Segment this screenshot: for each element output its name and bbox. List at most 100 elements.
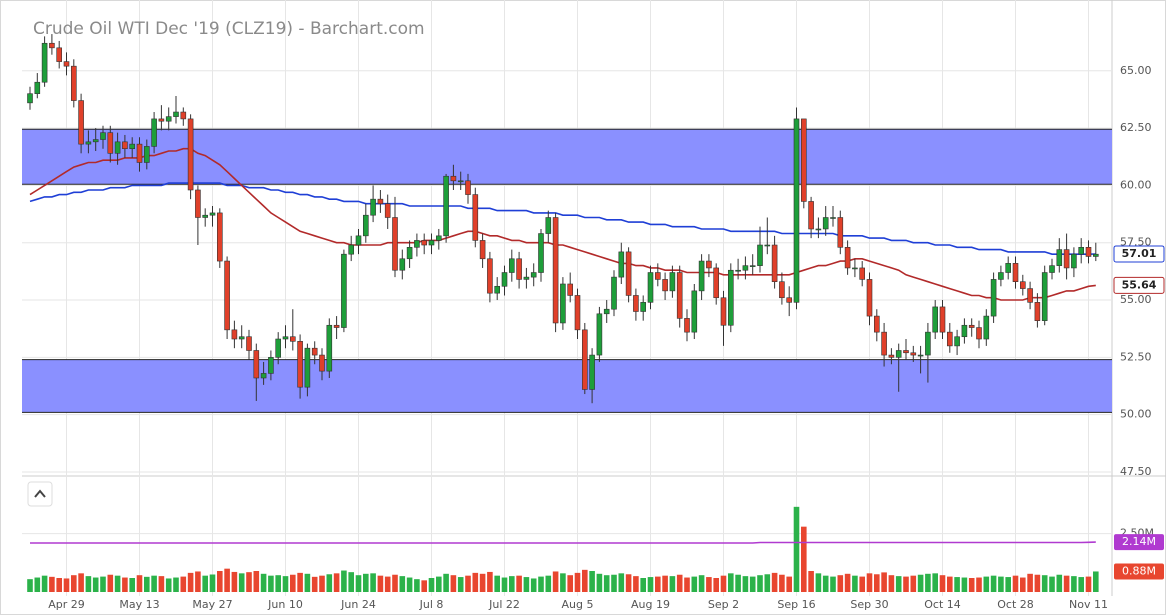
volume-bar [450, 575, 457, 592]
volume-bar [129, 578, 135, 592]
candle-body [983, 315, 990, 340]
volume-bar [1056, 574, 1063, 592]
volume-bar [786, 576, 792, 592]
volume-bar [384, 576, 391, 592]
price-label-box [1113, 245, 1165, 263]
volume-bar [443, 573, 449, 592]
volume-label: 0.88M [1122, 564, 1156, 577]
volume-bar [793, 506, 800, 592]
candle-body [450, 175, 457, 182]
volume-label-box [1114, 563, 1164, 580]
volume-bar [947, 576, 953, 592]
volume-bar [910, 575, 917, 592]
candle-body [1085, 247, 1092, 257]
volume-bar [625, 574, 632, 592]
candle-body [727, 269, 734, 326]
volume-bar [1093, 571, 1099, 592]
candle-body [742, 265, 749, 271]
volume-bar [720, 575, 727, 592]
candle-body [304, 347, 311, 388]
volume-bar [808, 571, 814, 592]
candle-body [173, 111, 179, 117]
volume-bar [297, 572, 303, 592]
x-tick-label: Aug 5 [562, 598, 594, 611]
volume-bar [640, 578, 646, 592]
candle-body [910, 352, 917, 356]
volume-bar [523, 577, 530, 592]
volume-bar [202, 575, 208, 592]
volume-bar [917, 574, 924, 592]
candle-body [487, 258, 493, 294]
candle-body [406, 247, 413, 260]
volume-bar [165, 578, 172, 592]
volume-bar [1041, 575, 1048, 592]
x-tick-label: May 27 [192, 598, 232, 611]
volume-bar [706, 577, 712, 592]
volume-bar [355, 575, 362, 592]
volume-bar [647, 577, 654, 592]
candle-body [640, 302, 647, 312]
volume-bar [428, 578, 435, 592]
candle-body [618, 251, 625, 278]
candle-body [523, 276, 530, 280]
candle-body [165, 116, 172, 122]
candle-body [822, 217, 829, 230]
candle-body [749, 265, 756, 267]
volume-bar [830, 576, 836, 592]
candle-body [85, 141, 92, 145]
volume-bar [71, 575, 77, 592]
volume-bar [669, 576, 676, 592]
volume-bar [195, 571, 201, 592]
price-label-box [1113, 276, 1165, 294]
candle-body [1063, 249, 1070, 269]
volume-bar [749, 576, 756, 592]
candle-body [669, 272, 676, 292]
volume-bar [990, 575, 997, 592]
volume-bar [41, 575, 48, 592]
volume-bar [655, 576, 661, 592]
candle-body [392, 217, 398, 271]
volume-bar [231, 571, 238, 592]
volume-bar [479, 573, 486, 592]
candle-body [516, 258, 522, 280]
volume-bar [509, 576, 515, 592]
candle-body [800, 118, 807, 202]
candle-body [968, 324, 975, 328]
button-box[interactable] [27, 481, 53, 507]
y-tick-label: 55.00 [1120, 293, 1152, 306]
candle-body [501, 272, 508, 287]
chart-title: Crude Oil WTI Dec '19 (CLZ19) - Barchart… [33, 19, 425, 39]
volume-bar [567, 575, 573, 592]
volume-bar [377, 575, 384, 592]
candle-body [187, 118, 194, 191]
volume-bar [1071, 576, 1077, 592]
candle-body [180, 111, 187, 120]
volume-bar [764, 574, 771, 592]
candle-body [581, 329, 588, 390]
volume-bar [282, 576, 289, 592]
volume-bar [436, 576, 442, 592]
volume-label: 2.14M [1122, 535, 1156, 548]
candle-body [63, 61, 70, 67]
volume-bar [552, 571, 559, 592]
volume-bar [662, 575, 668, 592]
volume-bar [618, 573, 625, 592]
button-icon [34, 489, 46, 498]
volume-bar [217, 571, 223, 592]
collapse-button[interactable] [27, 481, 53, 507]
candle-body [735, 269, 741, 272]
candle-body [144, 146, 150, 163]
candle-body [866, 279, 873, 317]
candle-body [946, 331, 953, 347]
candle-body [246, 336, 252, 351]
candle-body [414, 240, 420, 248]
candle-body [443, 175, 449, 237]
volume-bar [180, 576, 187, 592]
volume-bar [633, 576, 639, 592]
candle-body [530, 272, 537, 278]
volume-bar [363, 573, 369, 592]
x-tick-label: Aug 19 [631, 598, 670, 611]
volume-bar [421, 580, 427, 592]
y-tick-label: 65.00 [1120, 64, 1152, 77]
candle-body [881, 331, 887, 356]
